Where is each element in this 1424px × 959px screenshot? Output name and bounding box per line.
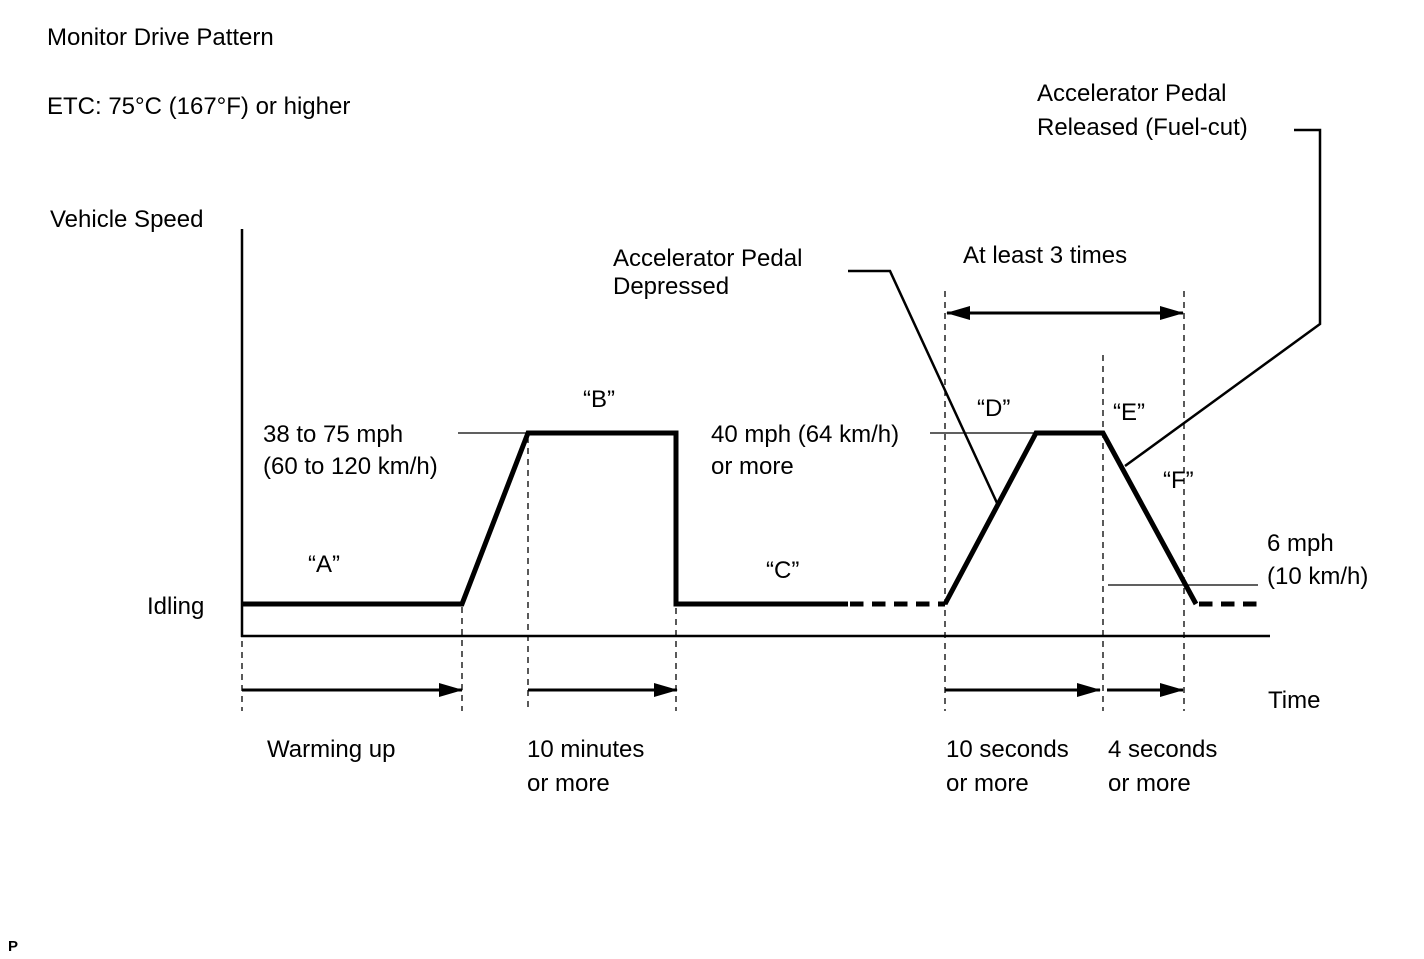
diagram-title: Monitor Drive Pattern xyxy=(47,24,274,51)
ten-seconds-label-line2: or more xyxy=(946,770,1029,797)
segment-label-b: “B” xyxy=(583,386,615,413)
x-axis-label: Time xyxy=(1268,687,1320,714)
accel-depressed-label-line2: Depressed xyxy=(613,273,729,300)
ten-minutes-label-line1: 10 minutes xyxy=(527,736,644,763)
speed-end-f-line1: 6 mph xyxy=(1267,530,1334,557)
speed-range-b-line2: (60 to 120 km/h) xyxy=(263,453,438,480)
accel-depressed-pointer-line xyxy=(848,269,999,504)
ten-minutes-label-line2: or more xyxy=(527,770,610,797)
speed-end-f-line2: (10 km/h) xyxy=(1267,563,1368,590)
accel-released-pointer-line xyxy=(1124,128,1322,468)
speed-min-d-line2: or more xyxy=(711,453,794,480)
four-seconds-label-line1: 4 seconds xyxy=(1108,736,1217,763)
accel-released-label-line1: Accelerator Pedal xyxy=(1037,80,1226,107)
segment-label-f: “F” xyxy=(1163,467,1194,494)
segment-label-c: “C” xyxy=(766,557,799,584)
accel-depressed-label-line1: Accelerator Pedal xyxy=(613,245,802,272)
segment-label-e: “E” xyxy=(1113,399,1145,426)
speed-curve-segment-abc xyxy=(242,430,848,607)
speed-curve-segment-def xyxy=(942,430,1199,606)
accel-released-label-line2: Released (Fuel-cut) xyxy=(1037,114,1248,141)
warming-up-label: Warming up xyxy=(267,736,395,763)
at-least-3-times-label: At least 3 times xyxy=(963,242,1127,269)
ten-seconds-label-line1: 10 seconds xyxy=(946,736,1069,763)
segment-label-d: “D” xyxy=(977,395,1010,422)
y-axis-label: Vehicle Speed xyxy=(50,206,203,233)
speed-min-d-line1: 40 mph (64 km/h) xyxy=(711,421,899,448)
etc-condition-label: ETC: 75°C (167°F) or higher xyxy=(47,93,350,120)
idling-label: Idling xyxy=(147,593,204,620)
speed-range-b-line1: 38 to 75 mph xyxy=(263,421,403,448)
page-mark: P xyxy=(8,938,18,955)
four-seconds-label-line2: or more xyxy=(1108,770,1191,797)
segment-label-a: “A” xyxy=(308,551,340,578)
